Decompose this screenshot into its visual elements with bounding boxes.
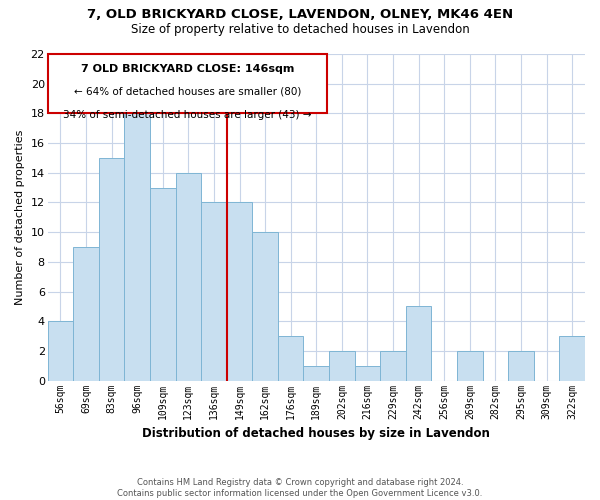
Bar [457, 351, 482, 380]
FancyBboxPatch shape [47, 54, 327, 113]
Bar [304, 366, 329, 380]
Text: 34% of semi-detached houses are larger (43) →: 34% of semi-detached houses are larger (… [63, 110, 311, 120]
Bar [150, 188, 176, 380]
Y-axis label: Number of detached properties: Number of detached properties [15, 130, 25, 305]
Bar [380, 351, 406, 380]
Bar [47, 322, 73, 380]
Bar [227, 202, 253, 380]
Bar [99, 158, 124, 380]
Text: 7, OLD BRICKYARD CLOSE, LAVENDON, OLNEY, MK46 4EN: 7, OLD BRICKYARD CLOSE, LAVENDON, OLNEY,… [87, 8, 513, 20]
Bar [559, 336, 585, 380]
Bar [176, 173, 201, 380]
Bar [201, 202, 227, 380]
Text: ← 64% of detached houses are smaller (80): ← 64% of detached houses are smaller (80… [74, 86, 301, 97]
Bar [508, 351, 534, 380]
Bar [124, 114, 150, 380]
Bar [329, 351, 355, 380]
Bar [355, 366, 380, 380]
Bar [406, 306, 431, 380]
Bar [278, 336, 304, 380]
Bar [253, 232, 278, 380]
Text: Size of property relative to detached houses in Lavendon: Size of property relative to detached ho… [131, 22, 469, 36]
Bar [73, 247, 99, 380]
Text: Contains HM Land Registry data © Crown copyright and database right 2024.
Contai: Contains HM Land Registry data © Crown c… [118, 478, 482, 498]
X-axis label: Distribution of detached houses by size in Lavendon: Distribution of detached houses by size … [142, 427, 490, 440]
Text: 7 OLD BRICKYARD CLOSE: 146sqm: 7 OLD BRICKYARD CLOSE: 146sqm [80, 64, 294, 74]
